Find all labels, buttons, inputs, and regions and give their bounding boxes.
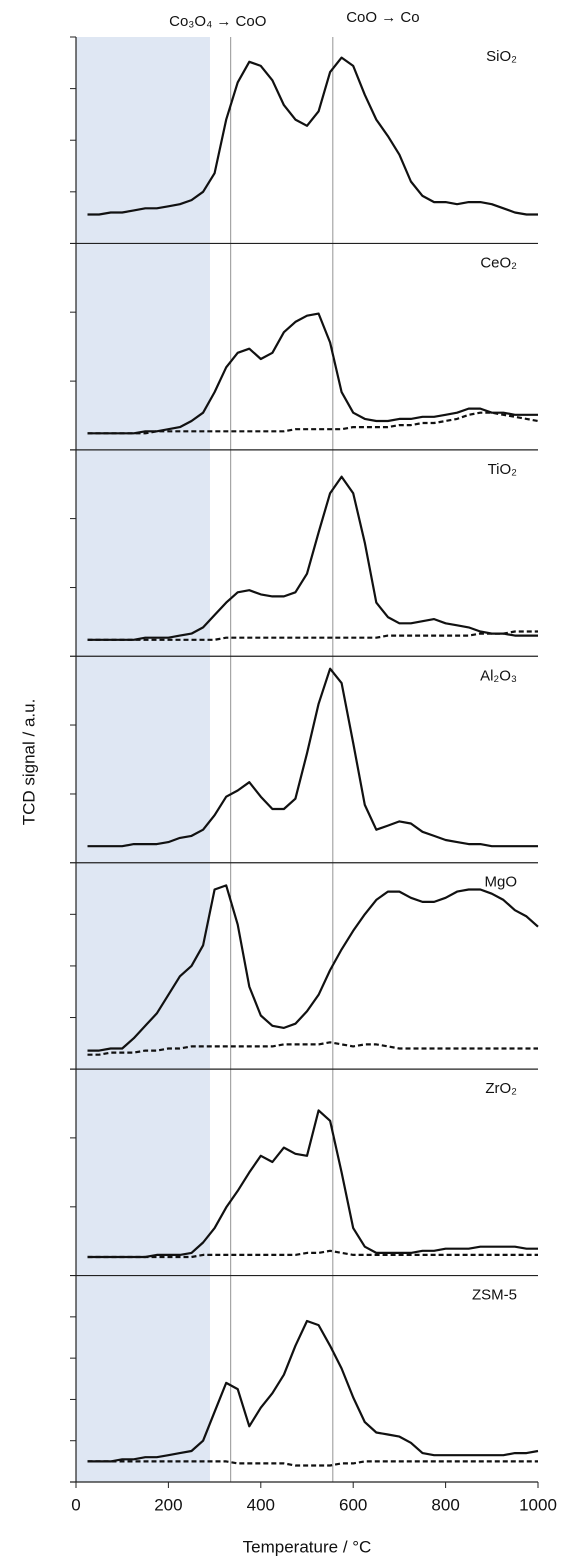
tpr-curve	[87, 667, 538, 848]
reference-curve	[87, 411, 539, 435]
tpr-curve	[87, 884, 539, 1052]
reference-curve	[87, 1249, 538, 1259]
panel-label: CeO₂	[480, 254, 517, 271]
panel-label: SiO₂	[486, 48, 517, 65]
x-tick-label: 400	[247, 1495, 275, 1514]
tpr-curve	[87, 56, 538, 216]
panel-label: MgO	[484, 874, 517, 891]
annotation: CoO → Co	[346, 9, 419, 26]
reference-curve	[87, 630, 538, 641]
tpr-curve	[87, 475, 538, 641]
x-tick-label: 800	[431, 1495, 459, 1514]
tpr-curve	[87, 1319, 539, 1463]
panel-label: ZrO₂	[485, 1080, 517, 1097]
y-axis-label: TCD signal / a.u.	[19, 699, 38, 826]
x-axis-label: Temperature / °C	[243, 1537, 372, 1556]
panel-label: TiO₂	[488, 461, 518, 478]
reference-curve	[87, 1460, 538, 1467]
x-tick-label: 1000	[519, 1495, 557, 1514]
annotation: Co₃O₄ → CoO	[169, 13, 266, 30]
tpr-curve	[87, 1109, 538, 1259]
panel-label: Al₂O₃	[480, 667, 517, 684]
panel-label: ZSM-5	[472, 1287, 517, 1304]
x-tick-label: 600	[339, 1495, 367, 1514]
reference-curve	[87, 1041, 538, 1056]
x-tick-label: 0	[71, 1495, 80, 1514]
x-tick-label: 200	[154, 1495, 182, 1514]
shaded-region	[76, 37, 210, 1482]
